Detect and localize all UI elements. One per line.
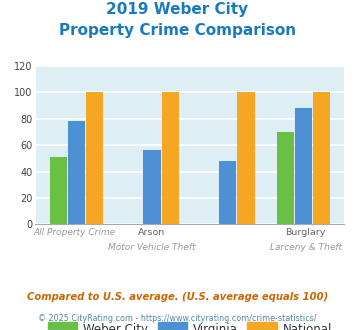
Bar: [50, 157, 67, 224]
Bar: [162, 92, 179, 224]
Text: Larceny & Theft: Larceny & Theft: [270, 243, 342, 251]
Text: Arson: Arson: [138, 228, 165, 237]
Bar: [295, 108, 312, 224]
Bar: [277, 132, 294, 224]
Bar: [237, 92, 255, 224]
Text: 2019 Weber City: 2019 Weber City: [106, 2, 248, 16]
Bar: [143, 150, 161, 224]
Bar: [86, 92, 103, 224]
Text: Compared to U.S. average. (U.S. average equals 100): Compared to U.S. average. (U.S. average …: [27, 292, 328, 302]
Text: © 2025 CityRating.com - https://www.cityrating.com/crime-statistics/: © 2025 CityRating.com - https://www.city…: [38, 314, 317, 323]
Text: Burglary: Burglary: [285, 228, 326, 237]
Bar: [68, 121, 85, 224]
Text: Property Crime Comparison: Property Crime Comparison: [59, 23, 296, 38]
Bar: [219, 161, 236, 224]
Legend: Weber City, Virginia, National: Weber City, Virginia, National: [43, 317, 337, 330]
Text: Motor Vehicle Theft: Motor Vehicle Theft: [108, 243, 195, 251]
Text: All Property Crime: All Property Crime: [33, 228, 115, 237]
Bar: [313, 92, 330, 224]
